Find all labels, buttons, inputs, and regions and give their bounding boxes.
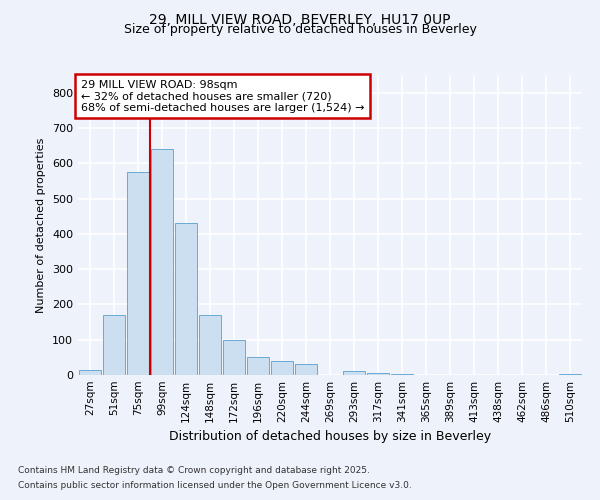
Bar — [151, 149, 173, 375]
Y-axis label: Number of detached properties: Number of detached properties — [37, 138, 46, 312]
Text: Contains HM Land Registry data © Crown copyright and database right 2025.: Contains HM Land Registry data © Crown c… — [18, 466, 370, 475]
Bar — [103, 315, 125, 375]
Bar — [223, 340, 245, 375]
Bar — [391, 374, 413, 375]
Bar — [559, 374, 581, 375]
Bar — [199, 315, 221, 375]
X-axis label: Distribution of detached houses by size in Beverley: Distribution of detached houses by size … — [169, 430, 491, 444]
Text: 29 MILL VIEW ROAD: 98sqm
← 32% of detached houses are smaller (720)
68% of semi-: 29 MILL VIEW ROAD: 98sqm ← 32% of detach… — [80, 80, 364, 112]
Bar — [247, 358, 269, 375]
Text: Contains public sector information licensed under the Open Government Licence v3: Contains public sector information licen… — [18, 481, 412, 490]
Text: 29, MILL VIEW ROAD, BEVERLEY, HU17 0UP: 29, MILL VIEW ROAD, BEVERLEY, HU17 0UP — [149, 12, 451, 26]
Bar — [367, 373, 389, 375]
Bar — [79, 370, 101, 375]
Bar — [295, 364, 317, 375]
Text: Size of property relative to detached houses in Beverley: Size of property relative to detached ho… — [124, 22, 476, 36]
Bar — [175, 223, 197, 375]
Bar — [127, 172, 149, 375]
Bar — [271, 361, 293, 375]
Bar — [343, 372, 365, 375]
